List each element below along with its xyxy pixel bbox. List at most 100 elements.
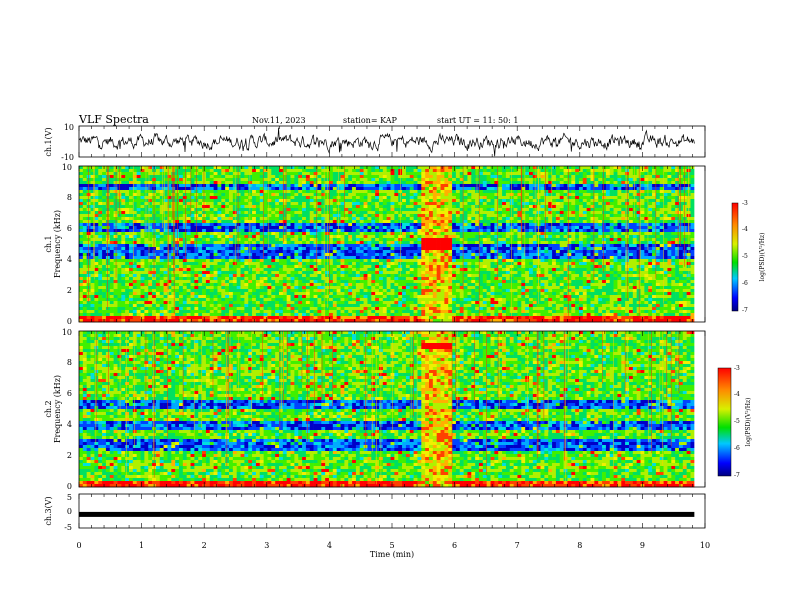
spectrogram-cell	[409, 235, 414, 239]
spectrogram-cell	[352, 253, 357, 257]
spectrogram-cell	[202, 241, 207, 245]
spectrogram-cell	[517, 172, 522, 176]
spectrogram-cell	[663, 208, 668, 212]
spectrogram-cell	[598, 166, 603, 170]
spectrogram-cell	[521, 205, 526, 209]
spectrogram-cell	[559, 235, 564, 239]
spectrogram-cell	[348, 187, 353, 191]
spectrogram-cell	[132, 202, 137, 206]
spectrogram-cell	[102, 253, 107, 257]
spectrogram-cell	[225, 178, 230, 182]
spectrogram-cell	[436, 214, 441, 218]
spectrogram-cell	[167, 244, 172, 248]
spectrogram-cell	[321, 241, 326, 245]
spectrogram-cell	[355, 178, 361, 182]
spectrogram-cell	[244, 211, 249, 215]
spectrogram-cell	[98, 232, 103, 236]
spectrogram-cell	[359, 217, 364, 221]
spectrogram-cell	[555, 184, 561, 188]
spectrogram-cell	[594, 241, 599, 245]
spectrogram-cell	[571, 250, 576, 254]
spectrogram-cell	[352, 202, 357, 206]
spectrogram-cell	[617, 202, 622, 206]
spectrogram-cell	[90, 190, 95, 194]
spectrogram-cell	[117, 244, 122, 248]
spectrogram-cell	[436, 205, 441, 209]
spectrogram-cell	[575, 226, 580, 230]
spectrogram-cell	[421, 169, 426, 173]
spectrogram-cell	[286, 238, 291, 242]
spectrogram-cell	[179, 247, 184, 251]
spectrogram-cell	[452, 229, 457, 233]
spectrogram-cell	[540, 169, 545, 173]
spectrogram-cell	[375, 181, 380, 185]
spectrogram-cell	[328, 205, 334, 209]
spectrogram-cell	[432, 187, 437, 191]
spectrogram-cell	[355, 253, 361, 257]
spectrogram-cell	[344, 205, 349, 209]
spectrogram-cell	[563, 190, 568, 194]
spectrogram-cell	[428, 229, 434, 233]
spectrogram-cell	[386, 220, 391, 224]
spectrogram-cell	[225, 184, 230, 188]
spectrogram-cell	[105, 178, 111, 182]
spectrogram-cell	[313, 181, 318, 185]
spectrogram-cell	[371, 241, 376, 245]
spectrogram-cell	[498, 190, 503, 194]
spectrogram-cell	[259, 226, 264, 230]
spectrogram-cell	[113, 229, 118, 233]
spectrogram-cell	[378, 247, 384, 251]
spectrogram-cell	[225, 247, 230, 251]
spectrogram-cell	[548, 241, 553, 245]
spectrogram-cell	[375, 193, 380, 197]
spectrogram-cell	[236, 217, 241, 221]
spectrogram-cell	[463, 244, 468, 248]
spectrogram-cell	[286, 244, 291, 248]
spectrogram-cell	[225, 208, 230, 212]
spectrogram-cell	[332, 187, 337, 191]
spectrogram-cell	[605, 226, 611, 230]
spectrogram-cell	[144, 217, 149, 221]
spectrogram-cell	[448, 235, 453, 239]
spectrogram-cell	[255, 193, 261, 197]
spectrogram-cell	[428, 184, 434, 188]
spectrogram-cell	[655, 235, 661, 239]
spectrogram-cell	[459, 172, 464, 176]
spectrogram-cell	[655, 217, 661, 221]
spectrogram-cell	[452, 211, 457, 215]
spectrogram-cell	[663, 211, 668, 215]
spectrogram-cell	[159, 187, 164, 191]
spectrogram-cell	[563, 169, 568, 173]
spectrogram-cell	[132, 199, 137, 203]
spectrogram-cell	[436, 190, 441, 194]
spectrogram-cell	[432, 223, 437, 227]
spectrogram-cell	[463, 220, 468, 224]
spectrogram-cell	[321, 253, 326, 257]
spectrogram-cell	[490, 232, 495, 236]
spectrogram-cell	[467, 208, 472, 212]
spectrogram-cell	[163, 256, 168, 260]
spectrogram-cell	[294, 199, 299, 203]
spectrogram-cell	[378, 205, 384, 209]
spectrogram-cell	[221, 196, 226, 200]
spectrogram-cell	[225, 181, 230, 185]
spectrogram-cell	[313, 211, 318, 215]
spectrogram-cell	[578, 172, 584, 176]
spectrogram-cell	[394, 241, 399, 245]
spectrogram-cell	[471, 214, 476, 218]
spectrogram-cell	[305, 205, 311, 209]
spectrogram-cell	[132, 190, 137, 194]
spectrogram-cell	[90, 247, 95, 251]
spectrogram-cell	[428, 244, 434, 248]
spectrogram-cell	[121, 220, 126, 224]
spectrogram-cell	[567, 190, 572, 194]
spectrogram-cell	[675, 232, 680, 236]
spectrogram-cell	[121, 217, 126, 221]
spectrogram-cell	[590, 184, 595, 188]
spectrogram-cell	[644, 166, 649, 170]
spectrogram-cell	[344, 178, 349, 182]
spectrogram-cell	[548, 235, 553, 239]
spectrogram-cell	[413, 232, 418, 236]
spectrogram-cell	[228, 187, 234, 191]
spectrogram-cell	[255, 247, 261, 251]
